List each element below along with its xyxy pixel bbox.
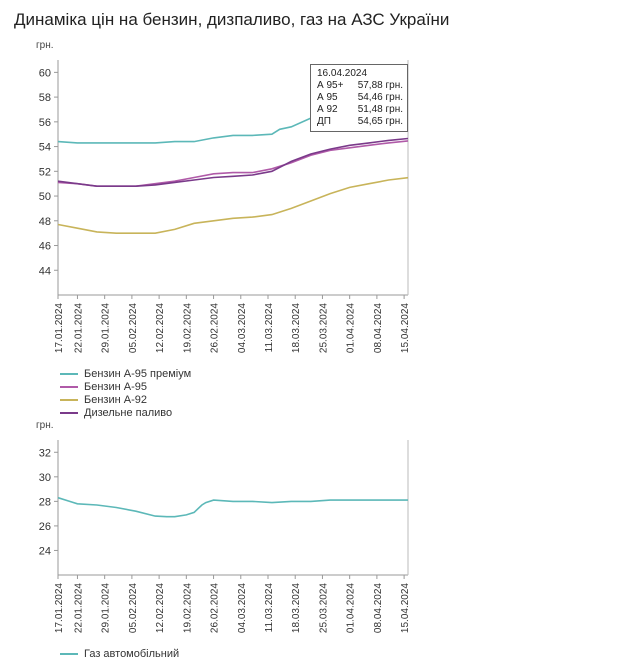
x-tick-label: 22.01.2024 [73,303,84,353]
y-tick-label: 26 [39,521,51,533]
legend-swatch [60,399,78,401]
tooltip-row-value: 54,65 грн. [357,116,403,127]
y-tick-label: 28 [39,496,51,508]
legend-item[interactable]: Бензин А-95 [60,381,191,393]
y-tick-label: 52 [39,166,51,178]
legend-item[interactable]: Бензин А-95 преміум [60,368,191,380]
fuel-price-legend: Бензин А-95 преміум Бензин А-95 Бензин А-9… [60,368,191,420]
y-tick-label: 32 [39,447,51,459]
y-tick-label: 48 [39,216,51,228]
tooltip-row-name: ДП [317,116,331,127]
tooltip-row-name: А 95 [317,92,338,103]
legend-swatch [60,653,78,655]
x-tick-label: 25.03.2024 [318,303,329,353]
tooltip-row-value: 54,46 грн. [357,92,403,103]
x-tick-label: 12.02.2024 [155,303,166,353]
x-tick-label: 19.02.2024 [182,583,193,633]
series-line-3 [57,137,409,187]
tooltip-row-a92: А 92 51,48 грн. [317,104,403,115]
tooltip-row-name: А 92 [317,104,338,115]
legend-label: Газ автомобільний [84,648,180,660]
x-tick-label: 15.04.2024 [400,583,411,633]
legend-label: Бензин А-92 [84,394,147,406]
tooltip-row-a95plus: А 95+ 57,88 грн. [317,80,403,91]
tooltip-row-name: А 95+ [317,80,344,91]
x-tick-label: 26.02.2024 [210,303,221,353]
x-tick-label: 17.01.2024 [54,583,65,633]
y-tick-label: 54 [39,142,51,154]
x-tick-label: 22.01.2024 [73,583,84,633]
x-tick-label: 12.02.2024 [155,583,166,633]
y-tick-label: 56 [39,117,51,129]
legend-label: Бензин А-95 [84,381,147,393]
gas-price-legend: Газ автомобільний [60,648,179,661]
x-tick-label: 18.03.2024 [291,583,302,633]
legend-label: Бензин А-95 преміум [84,368,192,380]
x-tick-label: 25.03.2024 [318,583,329,633]
x-tick-label: 05.02.2024 [128,303,139,353]
legend-item[interactable]: Газ автомобільний [60,648,179,660]
y-tick-label: 24 [39,545,51,557]
x-tick-label: 08.04.2024 [373,583,384,633]
x-tick-label: 19.02.2024 [182,303,193,353]
x-tick-label: 15.04.2024 [400,303,411,353]
y-tick-label: 44 [39,265,51,277]
series-line-2 [57,176,409,234]
x-tick-label: 04.03.2024 [237,303,248,353]
x-tick-label: 04.03.2024 [237,583,248,633]
x-tick-label: 05.02.2024 [128,583,139,633]
y-tick-label: 58 [39,92,51,104]
price-tooltip: 16.04.2024 А 95+ 57,88 грн. А 95 54,46 г… [310,64,408,132]
x-tick-label: 17.01.2024 [54,303,65,353]
legend-swatch [60,412,78,414]
x-tick-label: 01.04.2024 [346,583,357,633]
y-axis-label: грн. [36,420,54,431]
x-tick-label: 11.03.2024 [264,583,275,633]
y-tick-label: 50 [39,191,51,203]
y-tick-label: 46 [39,241,51,253]
x-tick-label: 29.01.2024 [101,303,112,353]
x-tick-label: 29.01.2024 [101,583,112,633]
tooltip-date: 16.04.2024 [317,68,368,79]
legend-swatch [60,373,78,375]
x-tick-label: 11.03.2024 [264,303,275,353]
x-tick-label: 01.04.2024 [346,303,357,353]
legend-swatch [60,386,78,388]
y-tick-label: 30 [39,472,51,484]
legend-label: Дизельне паливо [84,407,173,419]
x-tick-label: 08.04.2024 [373,303,384,353]
tooltip-row-dp: ДП 54,65 грн. [317,116,403,127]
legend-item[interactable]: Бензин А-92 [60,394,191,406]
page-title: Динаміка цін на бензин, дизпаливо, газ н… [14,10,450,29]
tooltip-row-value: 57,88 грн. [357,80,403,91]
tooltip-row-a95: А 95 54,46 грн. [317,92,403,103]
fuel-price-chart: грн. 44 46 48 50 52 54 56 58 60 17.01.2024 22.01.20… [36,40,411,353]
x-tick-label: 26.02.2024 [210,583,221,633]
y-tick-label: 60 [39,67,51,79]
legend-item[interactable]: Дизельне паливо [60,407,191,419]
tooltip-row-value: 51,48 грн. [357,104,403,115]
x-tick-label: 18.03.2024 [291,303,302,353]
y-axis-label: грн. [36,40,54,51]
series-line-0 [57,496,408,518]
